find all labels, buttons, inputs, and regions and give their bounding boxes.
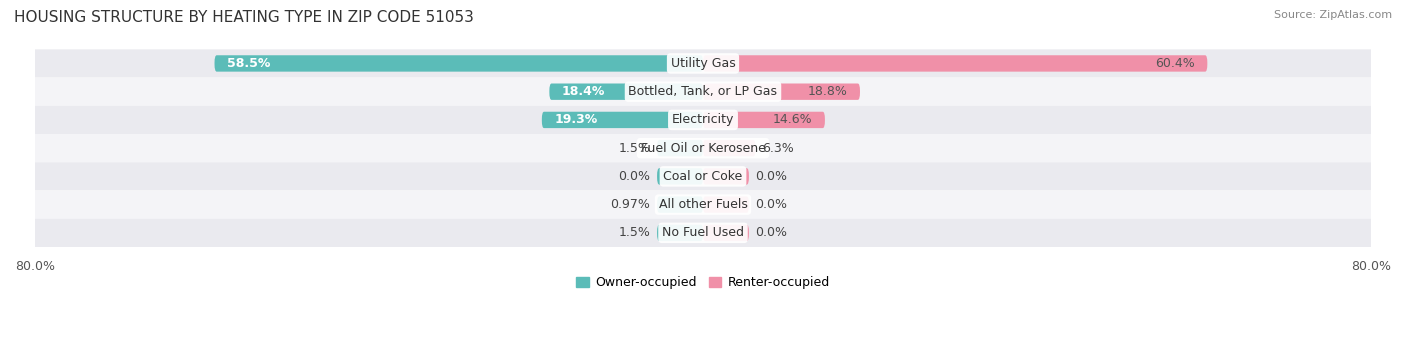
FancyBboxPatch shape — [541, 112, 703, 128]
FancyBboxPatch shape — [657, 140, 703, 156]
FancyBboxPatch shape — [35, 134, 1371, 162]
FancyBboxPatch shape — [35, 191, 1371, 219]
Text: Electricity: Electricity — [672, 114, 734, 127]
Text: Bottled, Tank, or LP Gas: Bottled, Tank, or LP Gas — [628, 85, 778, 98]
FancyBboxPatch shape — [657, 225, 703, 241]
FancyBboxPatch shape — [550, 84, 703, 100]
FancyBboxPatch shape — [703, 168, 749, 184]
FancyBboxPatch shape — [35, 106, 1371, 134]
FancyBboxPatch shape — [703, 225, 749, 241]
Text: Fuel Oil or Kerosene: Fuel Oil or Kerosene — [641, 142, 765, 155]
Text: 6.3%: 6.3% — [762, 142, 794, 155]
Text: Utility Gas: Utility Gas — [671, 57, 735, 70]
FancyBboxPatch shape — [35, 162, 1371, 191]
Text: 19.3%: 19.3% — [554, 114, 598, 127]
Text: No Fuel Used: No Fuel Used — [662, 226, 744, 239]
FancyBboxPatch shape — [703, 196, 749, 213]
FancyBboxPatch shape — [703, 84, 860, 100]
Legend: Owner-occupied, Renter-occupied: Owner-occupied, Renter-occupied — [571, 271, 835, 294]
FancyBboxPatch shape — [35, 77, 1371, 106]
Text: HOUSING STRUCTURE BY HEATING TYPE IN ZIP CODE 51053: HOUSING STRUCTURE BY HEATING TYPE IN ZIP… — [14, 10, 474, 25]
Text: 0.0%: 0.0% — [619, 170, 651, 183]
FancyBboxPatch shape — [215, 55, 703, 72]
Text: 60.4%: 60.4% — [1156, 57, 1195, 70]
FancyBboxPatch shape — [657, 196, 703, 213]
Text: 1.5%: 1.5% — [619, 142, 651, 155]
Text: 18.4%: 18.4% — [562, 85, 605, 98]
Text: Coal or Coke: Coal or Coke — [664, 170, 742, 183]
FancyBboxPatch shape — [703, 140, 755, 156]
FancyBboxPatch shape — [703, 55, 1208, 72]
FancyBboxPatch shape — [657, 168, 703, 184]
Text: 58.5%: 58.5% — [226, 57, 270, 70]
Text: All other Fuels: All other Fuels — [658, 198, 748, 211]
FancyBboxPatch shape — [703, 112, 825, 128]
Text: 14.6%: 14.6% — [773, 114, 813, 127]
Text: 18.8%: 18.8% — [807, 85, 848, 98]
FancyBboxPatch shape — [35, 219, 1371, 247]
Text: 0.97%: 0.97% — [610, 198, 651, 211]
Text: 0.0%: 0.0% — [755, 198, 787, 211]
Text: Source: ZipAtlas.com: Source: ZipAtlas.com — [1274, 10, 1392, 20]
Text: 0.0%: 0.0% — [755, 170, 787, 183]
Text: 1.5%: 1.5% — [619, 226, 651, 239]
Text: 0.0%: 0.0% — [755, 226, 787, 239]
FancyBboxPatch shape — [35, 49, 1371, 77]
